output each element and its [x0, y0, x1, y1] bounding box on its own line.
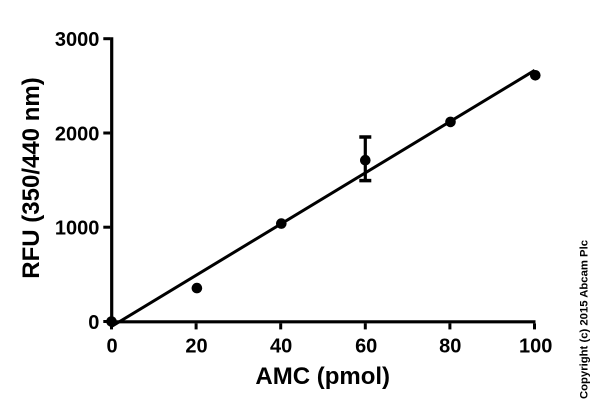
svg-text:80: 80 — [439, 335, 461, 357]
svg-text:RFU (350/440 nm): RFU (350/440 nm) — [18, 77, 45, 278]
svg-text:1000: 1000 — [55, 218, 100, 240]
svg-text:3000: 3000 — [55, 29, 100, 51]
svg-text:Copyright (c) 2015 Abcam Plc: Copyright (c) 2015 Abcam Plc — [579, 240, 591, 399]
svg-text:AMC (pmol): AMC (pmol) — [255, 363, 390, 390]
svg-text:100: 100 — [519, 335, 552, 357]
svg-text:2000: 2000 — [55, 123, 100, 145]
svg-text:0: 0 — [106, 335, 117, 357]
svg-text:0: 0 — [88, 312, 99, 334]
svg-text:40: 40 — [270, 335, 292, 357]
svg-text:60: 60 — [355, 335, 377, 357]
svg-text:20: 20 — [185, 335, 207, 357]
